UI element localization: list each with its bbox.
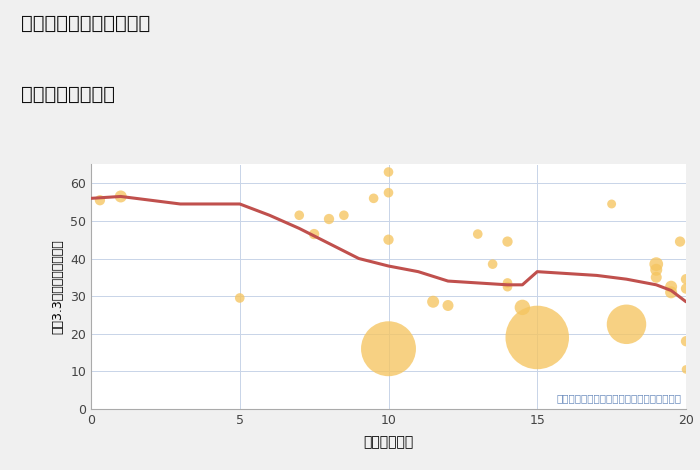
Point <box>651 274 662 281</box>
Point <box>234 294 246 302</box>
Point <box>532 334 543 341</box>
Point <box>472 230 483 238</box>
Point <box>323 215 335 223</box>
Point <box>383 345 394 352</box>
Point <box>338 212 349 219</box>
Text: 駅距離別土地価格: 駅距離別土地価格 <box>21 85 115 103</box>
Point <box>115 193 126 200</box>
Point <box>675 238 686 245</box>
Point <box>680 366 692 373</box>
Point <box>487 260 498 268</box>
Point <box>651 266 662 274</box>
Point <box>502 279 513 287</box>
Point <box>680 337 692 345</box>
Point <box>502 283 513 290</box>
Point <box>651 260 662 268</box>
Point <box>309 230 320 238</box>
Point <box>368 195 379 202</box>
Text: 神奈川県伊勢原市子易の: 神奈川県伊勢原市子易の <box>21 14 150 33</box>
Point <box>442 302 454 309</box>
Point <box>680 275 692 283</box>
Point <box>666 283 677 290</box>
X-axis label: 駅距離（分）: 駅距離（分） <box>363 435 414 449</box>
Point <box>383 189 394 196</box>
Point <box>517 304 528 311</box>
Y-axis label: 坪（3.3㎡）単価（万円）: 坪（3.3㎡）単価（万円） <box>52 239 64 334</box>
Point <box>383 236 394 243</box>
Point <box>428 298 439 306</box>
Point <box>621 321 632 328</box>
Point <box>502 238 513 245</box>
Text: 円の大きさは、取引のあった物件面積を示す: 円の大きさは、取引のあった物件面積を示す <box>556 393 682 403</box>
Point <box>294 212 305 219</box>
Point <box>666 289 677 296</box>
Point <box>606 200 617 208</box>
Point <box>383 168 394 176</box>
Point <box>680 285 692 292</box>
Point <box>94 196 106 204</box>
